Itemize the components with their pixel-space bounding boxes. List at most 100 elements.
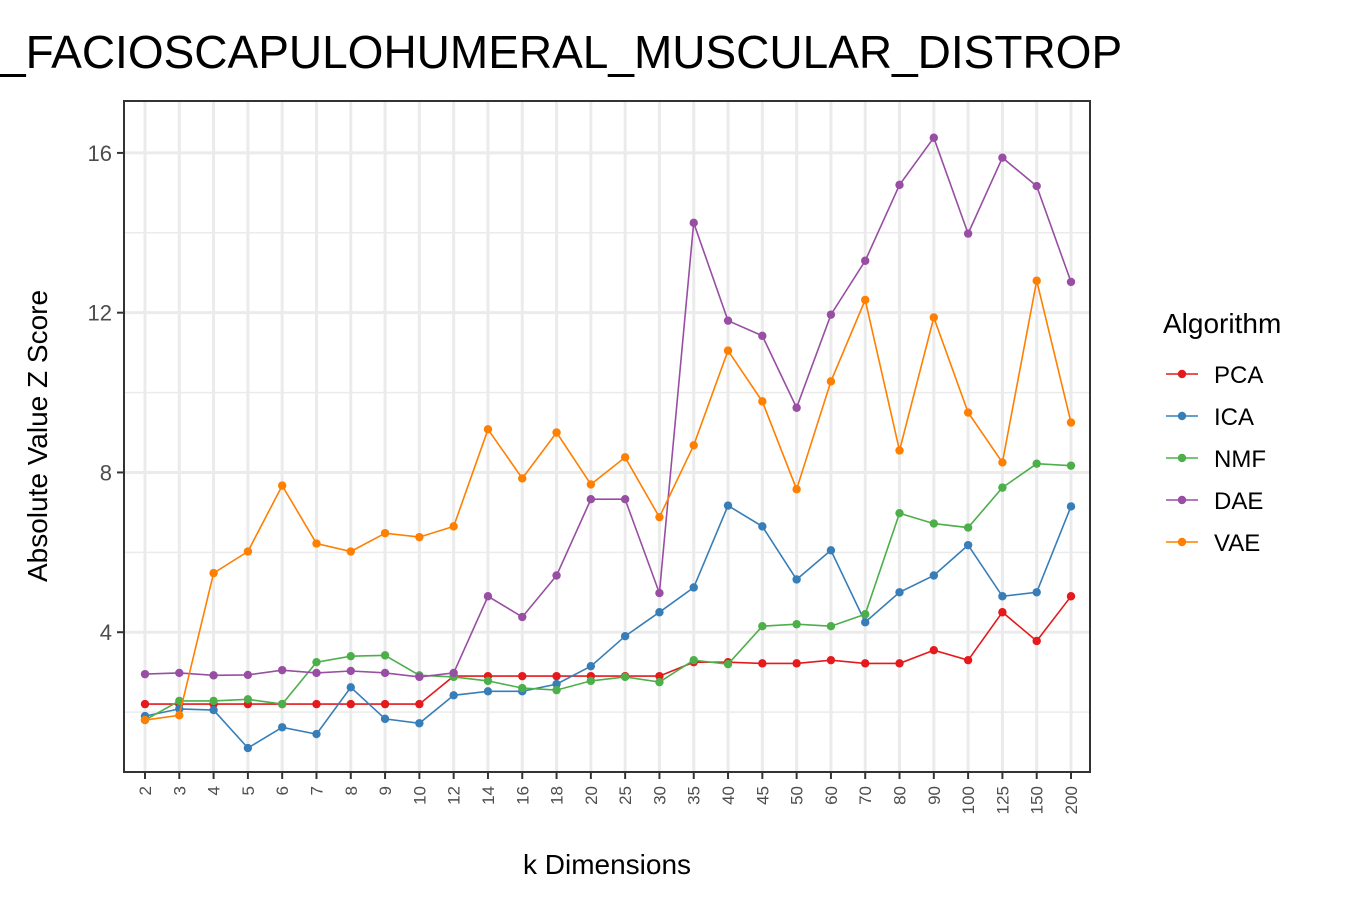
- data-point-pca: [758, 659, 767, 668]
- legend-key-point: [1177, 537, 1187, 547]
- data-point-vae: [518, 474, 527, 483]
- data-point-ica: [998, 592, 1007, 601]
- series-vae: [140, 276, 1076, 725]
- data-point-pca: [380, 699, 390, 709]
- data-point-nmf: [620, 672, 630, 682]
- data-point-ica: [758, 522, 767, 531]
- data-point-vae: [689, 441, 698, 450]
- data-point-dae: [792, 403, 801, 412]
- data-point-nmf: [277, 699, 287, 709]
- data-point-dae: [346, 666, 355, 676]
- data-point-pca: [552, 671, 561, 681]
- data-point-pca: [929, 645, 939, 655]
- data-point-dae: [689, 218, 698, 228]
- data-point-nmf: [380, 651, 390, 660]
- legend-item-dae: DAE: [1166, 488, 1263, 515]
- data-point-pca: [1032, 636, 1041, 646]
- data-point-dae: [483, 592, 493, 601]
- legend-item-ica: ICA: [1166, 404, 1254, 431]
- data-point-pca: [963, 655, 973, 665]
- data-point-dae: [380, 668, 390, 678]
- x-tick-label: 12: [445, 786, 464, 805]
- legend-item-nmf: NMF: [1166, 446, 1266, 473]
- data-point-dae: [209, 671, 218, 680]
- legend-label: PCA: [1214, 362, 1263, 389]
- legend-title: Algorithm: [1163, 308, 1281, 339]
- data-point-dae: [586, 495, 596, 504]
- data-point-nmf: [998, 483, 1007, 492]
- y-tick-label: 8: [100, 460, 112, 485]
- data-point-dae: [552, 571, 561, 580]
- data-point-nmf: [792, 620, 801, 629]
- legend-key-point: [1177, 495, 1187, 505]
- data-point-nmf: [1032, 459, 1041, 468]
- plot-panel: [124, 101, 1090, 772]
- data-point-vae: [209, 568, 218, 578]
- x-tick-label: 14: [479, 786, 498, 805]
- legend-label: NMF: [1214, 446, 1266, 473]
- data-point-dae: [243, 670, 253, 680]
- data-point-dae: [415, 672, 424, 682]
- data-point-dae: [312, 668, 321, 678]
- gridlines: [124, 101, 1090, 772]
- series-nmf: [140, 459, 1076, 725]
- x-axis-title: k Dimensions: [523, 849, 691, 880]
- data-point-dae: [861, 256, 870, 265]
- x-tick-label: 16: [513, 786, 532, 805]
- data-point-pca: [861, 659, 870, 668]
- data-point-vae: [312, 539, 321, 548]
- data-point-vae: [380, 528, 390, 538]
- data-point-dae: [175, 668, 184, 678]
- data-point-ica: [655, 608, 664, 617]
- data-point-ica: [723, 501, 733, 510]
- x-tick-label: 100: [959, 786, 978, 814]
- data-point-vae: [723, 346, 733, 355]
- data-point-ica: [243, 743, 253, 753]
- data-point-dae: [1032, 181, 1041, 191]
- panel-background: [124, 101, 1090, 772]
- data-point-vae: [243, 547, 253, 556]
- x-tick-label: 50: [788, 786, 807, 805]
- x-tick-label: 70: [856, 786, 875, 805]
- legend-item-pca: PCA: [1166, 362, 1263, 389]
- data-point-ica: [277, 723, 287, 732]
- data-point-dae: [140, 669, 150, 679]
- data-point-nmf: [655, 677, 664, 687]
- data-point-vae: [826, 377, 836, 386]
- data-point-dae: [929, 133, 939, 142]
- data-point-ica: [1032, 588, 1041, 597]
- data-point-nmf: [895, 508, 904, 518]
- data-point-dae: [620, 495, 630, 504]
- y-axis-title: Absolute Value Z Score: [22, 290, 53, 582]
- x-tick-label: 20: [582, 786, 601, 805]
- series-line-pca: [145, 595, 1072, 705]
- data-point-nmf: [209, 696, 218, 706]
- x-tick-label: 10: [410, 786, 429, 805]
- data-point-nmf: [963, 523, 973, 532]
- data-point-dae: [1066, 277, 1076, 287]
- legend-key-point: [1177, 369, 1187, 379]
- x-tick-label: 7: [308, 786, 327, 795]
- data-point-pca: [826, 655, 836, 665]
- data-point-nmf: [826, 622, 836, 631]
- legend: Algorithm PCA ICA NMF DAE VAE: [1163, 308, 1281, 557]
- y-tick-label: 12: [88, 301, 112, 326]
- data-point-pca: [140, 699, 150, 709]
- x-tick-label: 150: [1028, 786, 1047, 814]
- data-point-ica: [1066, 502, 1076, 511]
- data-point-vae: [586, 480, 596, 489]
- data-point-ica: [895, 588, 904, 597]
- x-tick-label: 200: [1062, 786, 1081, 814]
- series-line-vae: [144, 280, 1072, 721]
- data-point-vae: [415, 532, 424, 542]
- chart-title: _FACIOSCAPULOHUMERAL_MUSCULAR_DISTROP: [0, 26, 1122, 78]
- data-point-pca: [415, 699, 424, 709]
- data-point-vae: [758, 397, 767, 406]
- data-point-dae: [895, 180, 904, 190]
- data-point-dae: [758, 331, 767, 341]
- data-point-pca: [655, 671, 664, 681]
- data-point-vae: [277, 481, 287, 490]
- data-point-vae: [449, 522, 458, 531]
- data-point-ica: [861, 618, 870, 627]
